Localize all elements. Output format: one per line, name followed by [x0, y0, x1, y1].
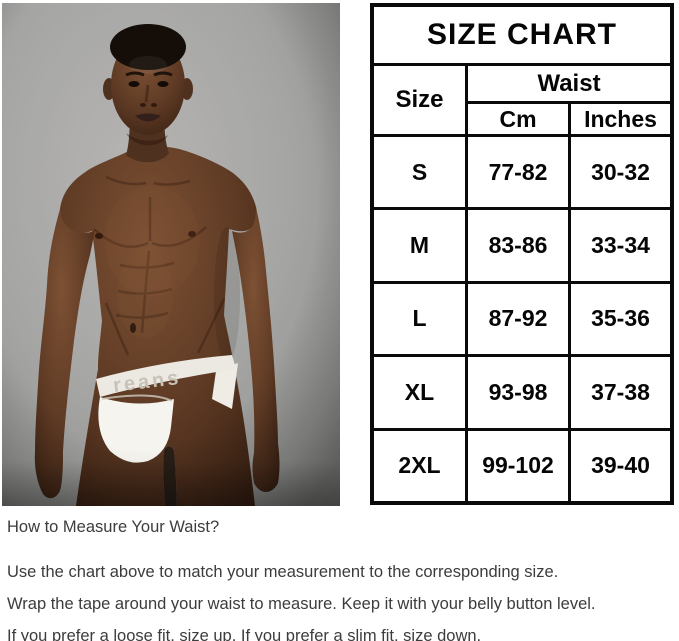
size-chart-table: SIZE CHART Size Waist Cm Inches S 77-82 …: [370, 3, 674, 505]
inches-cell-m: 33-34: [571, 210, 670, 281]
size-cell-s: S: [374, 137, 465, 208]
model-photo-svg: reans: [2, 3, 340, 506]
model-photo: reans: [2, 3, 340, 506]
instruction-line-3: If you prefer a loose fit, size up. If y…: [7, 627, 482, 641]
instruction-line-1: Use the chart above to match your measur…: [7, 563, 559, 581]
photo-vignette: [2, 3, 340, 506]
inches-cell-l: 35-36: [571, 283, 670, 355]
photo-bottom-shade: [2, 461, 340, 506]
inches-cell-s: 30-32: [571, 137, 670, 208]
col-header-waist: Waist: [468, 66, 670, 101]
inches-cell-xl: 37-38: [571, 357, 670, 428]
size-cell-xl: XL: [374, 357, 465, 428]
size-cell-2xl: 2XL: [374, 430, 465, 501]
cm-cell-xl: 93-98: [468, 357, 568, 428]
cm-cell-m: 83-86: [468, 210, 568, 281]
cm-cell-2xl: 99-102: [468, 430, 568, 501]
size-cell-m: M: [374, 210, 465, 281]
instruction-line-2: Wrap the tape around your waist to measu…: [7, 595, 596, 613]
cm-cell-l: 87-92: [468, 283, 568, 355]
inches-cell-2xl: 39-40: [571, 430, 670, 501]
size-cell-l: L: [374, 283, 465, 355]
col-header-cm: Cm: [468, 104, 568, 134]
size-chart-title: SIZE CHART: [374, 7, 670, 63]
col-header-inches: Inches: [571, 104, 670, 134]
measure-heading: How to Measure Your Waist?: [7, 518, 220, 536]
col-header-size: Size: [374, 66, 465, 134]
measuring-instructions: How to Measure Your Waist? Use the chart…: [7, 518, 672, 641]
cm-cell-s: 77-82: [468, 137, 568, 208]
